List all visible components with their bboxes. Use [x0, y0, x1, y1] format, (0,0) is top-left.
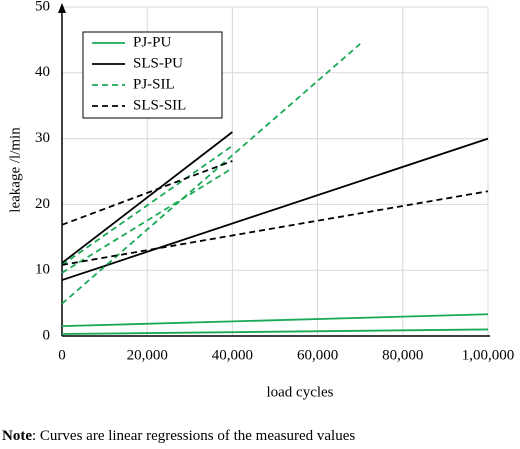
note: Note: Curves are linear regressions of t… — [2, 428, 355, 444]
series-line — [61, 137, 489, 281]
x-tick-label: 0 — [58, 347, 66, 363]
x-tick-label: 80,000 — [382, 347, 423, 363]
y-tick-label: 20 — [35, 196, 50, 212]
y-tick-label: 0 — [43, 327, 51, 343]
series-line — [61, 313, 489, 328]
legend-label: SLS-SIL — [133, 97, 186, 113]
series-line — [61, 131, 233, 264]
legend-label: SLS-PU — [133, 55, 183, 71]
x-tick-label: 40,000 — [212, 347, 253, 363]
y-tick-label: 40 — [35, 64, 50, 80]
y-axis-arrow — [58, 3, 66, 13]
y-tick-label: 50 — [35, 0, 50, 14]
note-text: : Curves are linear regressions of the m… — [32, 428, 355, 444]
series-line — [61, 167, 233, 274]
series-line — [61, 160, 233, 226]
x-tick-label: 20,000 — [127, 347, 168, 363]
series-line — [61, 190, 489, 266]
legend-label: PJ-PU — [133, 34, 172, 50]
y-tick-label: 10 — [35, 262, 50, 278]
series-line — [61, 43, 361, 305]
legend-label: PJ-SIL — [133, 76, 175, 92]
y-axis-label: leakage /l/min — [7, 127, 23, 213]
x-tick-label: 60,000 — [297, 347, 338, 363]
legend-box — [82, 31, 223, 119]
y-tick-label: 30 — [35, 130, 50, 146]
x-axis-label: load cycles — [266, 384, 333, 400]
x-tick-label: 1,00,000 — [462, 347, 515, 363]
series-line — [61, 328, 489, 335]
note-label: Note — [2, 428, 32, 444]
series-line — [61, 145, 233, 266]
